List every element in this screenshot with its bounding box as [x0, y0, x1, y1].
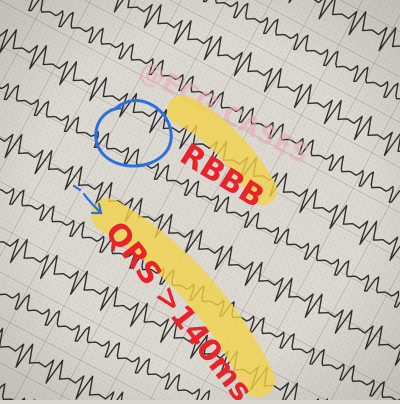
highlight-qrs	[91, 198, 275, 397]
arrow-annotation-icon	[72, 184, 103, 215]
circle-annotation-icon	[94, 99, 173, 168]
highlight-rbbb	[167, 95, 277, 205]
